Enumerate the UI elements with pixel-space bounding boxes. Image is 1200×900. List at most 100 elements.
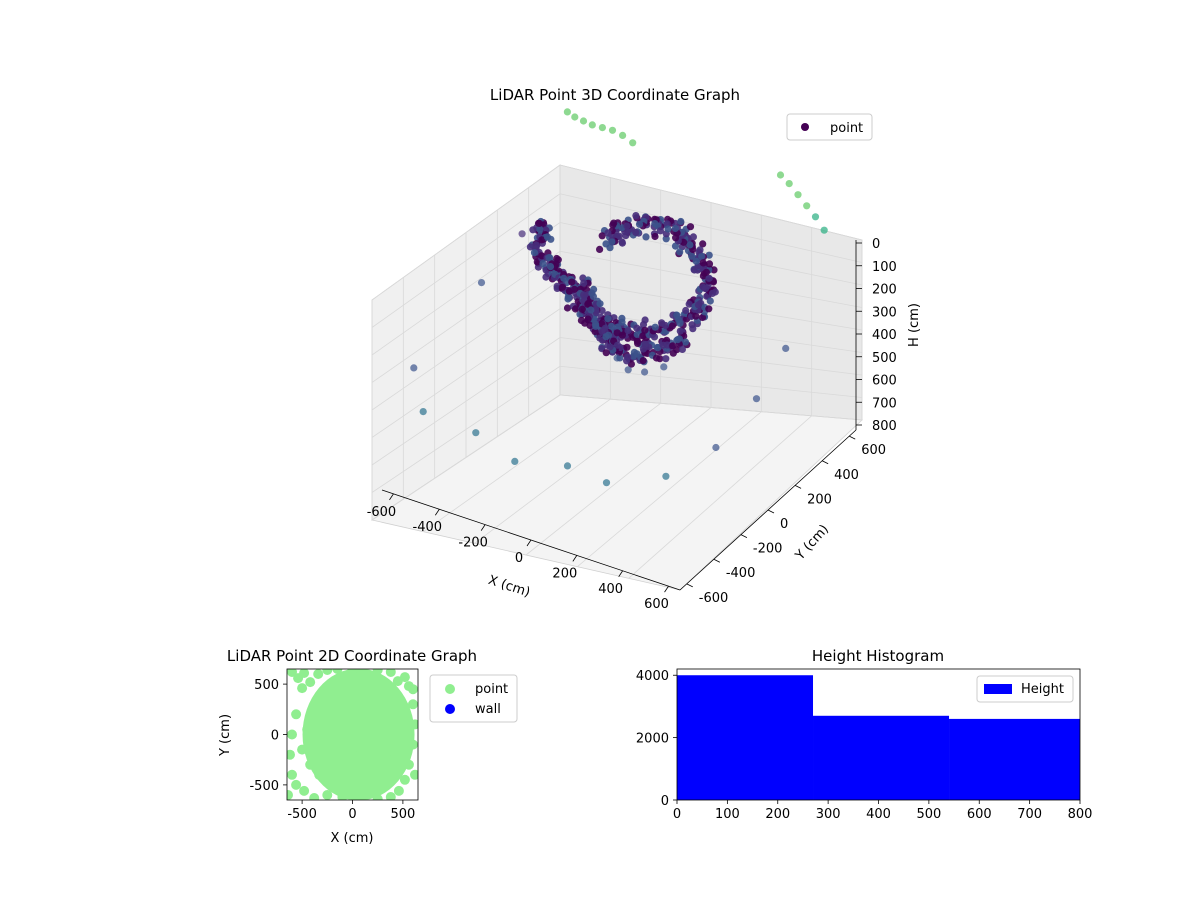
- point-3d: [692, 257, 700, 265]
- point-3d: [598, 124, 607, 132]
- z-tick-label-3d: 100: [872, 260, 897, 275]
- legend-hist-label: Height: [1021, 682, 1064, 697]
- point-3d: [674, 336, 682, 344]
- y-tick-3d: [740, 534, 748, 538]
- y-tick-label-3d: 200: [807, 492, 832, 507]
- point-3d: [536, 225, 544, 233]
- point-2d: [389, 734, 400, 745]
- point-2d: [305, 677, 316, 688]
- x-tick-label-3d: 200: [552, 566, 577, 581]
- point-3d: [592, 309, 600, 317]
- point-3d: [596, 300, 604, 308]
- point-3d: [613, 329, 621, 337]
- x-tick-label-2d: 0: [348, 807, 356, 822]
- point-2d: [313, 669, 324, 679]
- hist-bar: [949, 718, 1080, 800]
- grid-3d: [371, 164, 863, 591]
- point-2d: [314, 769, 325, 780]
- point-2d: [287, 790, 293, 800]
- x-tick-label-3d: 0: [515, 551, 523, 566]
- point-2d: [408, 699, 418, 710]
- chart-hist-panel: Height Histogram 0 100 200 300 400 500 600 700 8…: [636, 647, 1093, 822]
- x-tick-label-3d: 600: [644, 597, 669, 612]
- point-3d: [641, 316, 649, 324]
- point-3d: [604, 315, 612, 323]
- point-3d: [602, 240, 610, 248]
- grid-line-left-h: [371, 365, 561, 493]
- point-2d: [287, 769, 297, 780]
- point-3d: [568, 278, 576, 286]
- legend-2d: point wall: [429, 674, 518, 723]
- legend-3d: point: [786, 113, 873, 141]
- point-3d: [518, 230, 526, 238]
- y-tick-label-3d: 0: [780, 517, 788, 532]
- point-3d: [619, 131, 627, 139]
- point-2d: [408, 739, 418, 750]
- point-2d: [403, 759, 414, 770]
- point-3d: [578, 305, 586, 313]
- point-2d: [307, 714, 318, 725]
- point-3d: [629, 139, 637, 147]
- point-2d: [309, 793, 320, 800]
- point-2d: [291, 779, 302, 790]
- point-3d: [692, 312, 700, 320]
- z-axis-label-3d: H (cm): [907, 303, 922, 347]
- grid-line-floor: [474, 403, 661, 544]
- point-3d: [563, 108, 572, 116]
- x-tick-3d: [618, 570, 624, 577]
- grid-line-left-h: [371, 394, 561, 521]
- point-3d: [682, 306, 690, 315]
- z-tick-label-3d: 0: [872, 237, 880, 252]
- z-tick-label-3d: 400: [872, 328, 897, 343]
- chart-3d-title: LiDAR Point 3D Coordinate Graph: [490, 86, 740, 104]
- x-tick-3d: [572, 555, 578, 562]
- point-2d: [347, 787, 358, 798]
- point-3d: [652, 354, 661, 362]
- point-2d: [305, 759, 316, 770]
- point-3d: [623, 343, 631, 351]
- point-3d: [526, 243, 535, 251]
- point-2d: [399, 774, 410, 785]
- point-3d: [608, 126, 617, 134]
- point-3d: [546, 263, 555, 271]
- point-2d: [367, 719, 378, 730]
- point-3d: [618, 238, 626, 246]
- legend-2d-label-wall: wall: [475, 702, 501, 717]
- point-2d: [332, 669, 343, 674]
- point-2d: [372, 794, 383, 800]
- point-3d: [710, 266, 718, 274]
- x-tick-label-hist: 700: [1017, 807, 1042, 822]
- point-3d: [632, 212, 640, 220]
- point-3d: [563, 462, 572, 470]
- grid-line-right-h: [559, 164, 863, 241]
- point-2d: [347, 749, 358, 760]
- point-3d: [584, 315, 592, 323]
- point-2d: [299, 669, 310, 678]
- point-3d: [641, 326, 649, 334]
- x-tick-label-hist: 600: [967, 807, 992, 822]
- point-3d: [698, 252, 706, 260]
- point-3d: [623, 222, 631, 230]
- point-3d: [613, 354, 621, 362]
- x-ticks-3d: -600 -400 -200 0 200 400 600: [367, 493, 669, 612]
- point-3d: [410, 364, 418, 372]
- point-3d: [639, 345, 648, 353]
- point-3d: [661, 321, 670, 330]
- legend-hist-swatch: [984, 684, 1012, 694]
- point-3d: [681, 338, 690, 346]
- points-2d: [287, 669, 418, 800]
- point-3d: [543, 233, 552, 241]
- point-3d: [596, 245, 604, 253]
- point-3d: [634, 339, 642, 347]
- point-3d: [811, 213, 820, 221]
- point-3d: [659, 341, 667, 349]
- point-2d: [291, 709, 302, 720]
- point-3d: [660, 363, 668, 371]
- point-3d: [538, 236, 546, 244]
- y-tick-label-hist: 0: [661, 794, 669, 809]
- grid-line-floor: [525, 407, 712, 556]
- grid-line-right-h: [559, 394, 863, 421]
- point-3d: [668, 322, 676, 330]
- y-tick-3d: [767, 509, 775, 514]
